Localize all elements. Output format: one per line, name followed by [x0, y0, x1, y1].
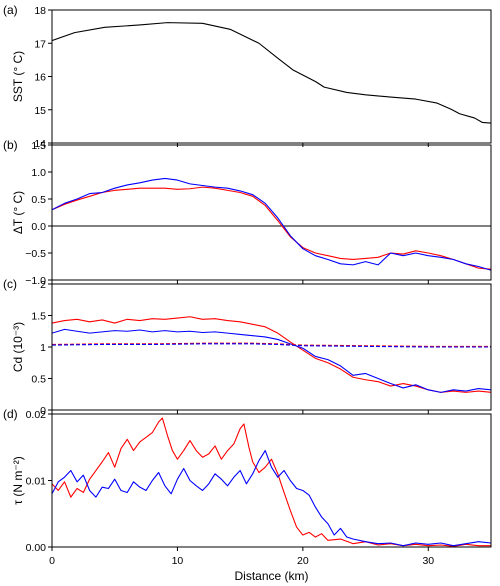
panel-label: (b)	[3, 138, 18, 152]
y-tick-label: −1.0	[25, 275, 46, 287]
series-line	[52, 450, 491, 547]
plot-frame	[51, 413, 492, 548]
y-axis-title: Cd (10⁻³)	[11, 322, 25, 372]
series-line	[52, 328, 491, 393]
y-tick-label: 2	[40, 279, 46, 291]
y-tick-label: 0.00	[26, 542, 47, 554]
series-line	[52, 22, 491, 124]
y-tick-label: 17	[34, 38, 46, 50]
y-axis-title: SST (° C)	[11, 51, 25, 102]
series-line	[52, 186, 491, 270]
y-tick-label: 1.5	[31, 140, 46, 152]
series-line	[52, 342, 491, 347]
plot-frame	[51, 144, 492, 281]
y-tick-label: −0.5	[25, 248, 46, 260]
y-tick-label: 16	[34, 72, 46, 84]
x-tick-label: 0	[49, 555, 55, 567]
y-tick-label: 1.5	[31, 311, 46, 323]
y-tick-label: 1.0	[31, 167, 46, 179]
series-line	[52, 177, 491, 271]
y-tick-label: 18	[34, 5, 46, 17]
y-axis-title: ΔT (° C)	[11, 191, 25, 234]
y-tick-label: 0.0	[31, 221, 46, 233]
plot-frame	[51, 9, 492, 144]
y-tick-label: 0.01	[26, 476, 47, 488]
series-line	[52, 343, 491, 348]
series-line	[52, 417, 491, 547]
x-tick-label: 20	[297, 555, 309, 567]
x-axis-title: Distance (km)	[234, 569, 308, 583]
panel-label: (c)	[3, 277, 17, 291]
y-tick-label: 15	[34, 105, 46, 117]
y-tick-label: 14	[34, 138, 46, 150]
panel-label: (a)	[3, 3, 18, 17]
y-tick-label: 0	[40, 405, 46, 417]
y-tick-label: 0.5	[31, 194, 46, 206]
x-tick-label: 30	[422, 555, 434, 567]
series-line	[52, 316, 491, 393]
panel-label: (d)	[3, 407, 18, 421]
y-tick-label: 1	[40, 342, 46, 354]
y-axis-title: τ (N m⁻²)	[11, 456, 25, 504]
y-tick-label: 0.02	[26, 409, 47, 421]
x-tick-label: 10	[172, 555, 184, 567]
y-tick-label: 0.5	[31, 374, 46, 386]
